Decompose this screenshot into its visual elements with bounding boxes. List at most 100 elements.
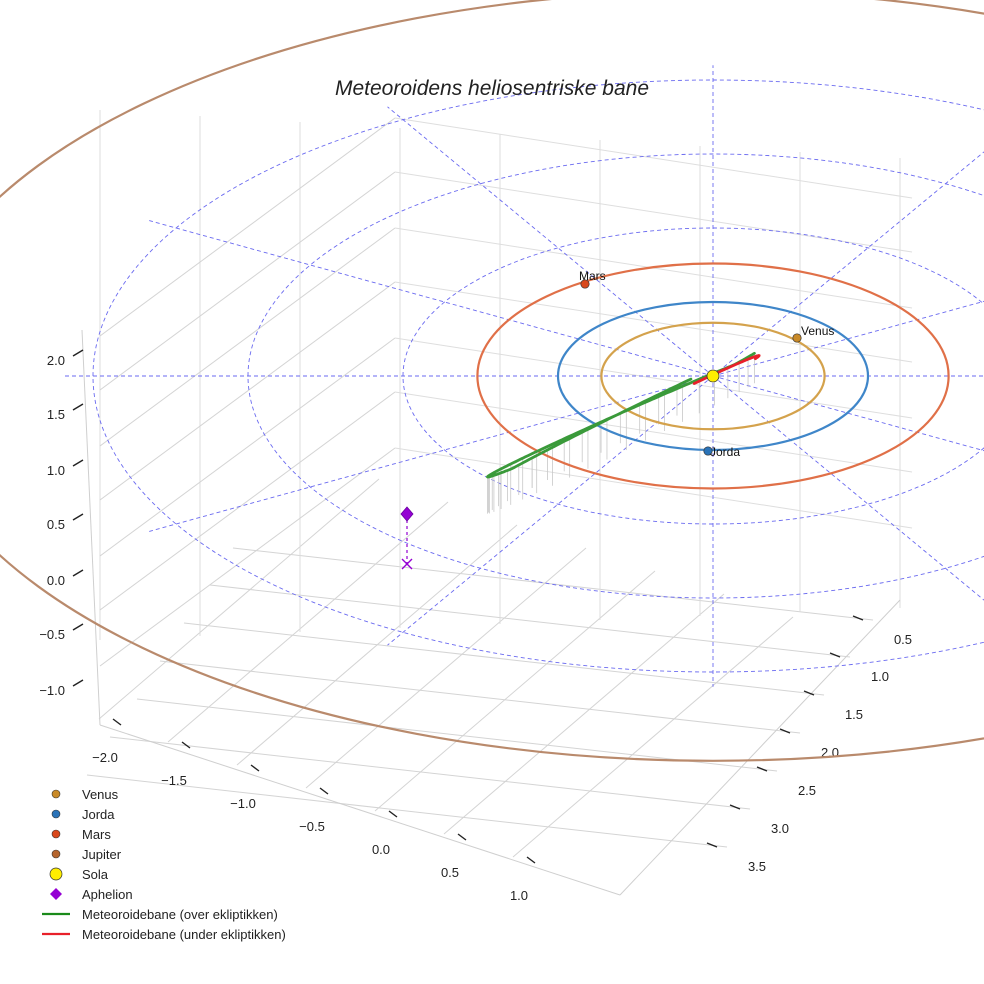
y-tick-mark — [181, 741, 191, 749]
y-tick-label: −1.0 — [230, 796, 256, 811]
pane-gridline — [512, 616, 794, 858]
z-tick-mark — [72, 679, 84, 687]
x-tick-label: 3.0 — [771, 821, 789, 836]
legend-label: Mars — [82, 827, 111, 842]
z-tick-mark — [72, 513, 84, 521]
pane-gridline — [394, 337, 913, 419]
legend-marker — [50, 888, 62, 900]
y-tick-mark — [319, 787, 329, 795]
orbit-jupiter — [0, 0, 984, 762]
x-tick-label: 1.5 — [845, 707, 863, 722]
x-tick-mark — [803, 690, 815, 696]
planet-marker-mars — [580, 279, 590, 289]
pane-gridline — [99, 117, 396, 337]
legend-marker — [51, 849, 61, 859]
pane-gridline — [443, 593, 725, 835]
legend-label: Jorda — [82, 807, 115, 822]
pane-gridline — [99, 447, 396, 667]
pane-gridline — [394, 117, 913, 199]
legend-entry: Jorda — [51, 807, 115, 822]
x-tick-mark — [829, 652, 841, 658]
pane-gridline — [109, 736, 751, 810]
x-tick-label: 2.5 — [798, 783, 816, 798]
axis-ticks: 0.5 1.0 1.5 2.0 2.5 3.0 3.5 −2.0 −1.5 −1.0 −0.5 0.0… — [39, 349, 912, 903]
pane-gridline — [183, 622, 825, 696]
ecliptic-grid-radial — [149, 220, 714, 377]
y-tick-label: −2.0 — [92, 750, 118, 765]
ecliptic-grid-radial — [712, 375, 984, 601]
y-tick-mark — [388, 810, 398, 818]
pane-gridline — [99, 337, 396, 557]
z-tick-mark — [72, 623, 84, 631]
pane-gridline — [394, 171, 913, 253]
z-tick-mark — [72, 349, 84, 357]
legend-label: Aphelion — [82, 887, 133, 902]
z-tick-label: −1.0 — [39, 683, 65, 698]
aphelion-marker — [400, 506, 414, 522]
pane-gridline — [167, 501, 449, 743]
y-tick-mark — [250, 764, 260, 772]
z-tick-label: 0.5 — [47, 517, 65, 532]
z-tick-label: −0.5 — [39, 627, 65, 642]
z-tick-label: 0.0 — [47, 573, 65, 588]
aphelion-projection-marker — [401, 558, 413, 570]
chart-title: Meteoroidens heliosentriske bane — [335, 77, 649, 100]
legend-label: Meteoroidebane (under ekliptikken) — [82, 927, 286, 942]
z-tick-mark — [72, 569, 84, 577]
ecliptic-grid-circle — [247, 153, 984, 599]
x-tick-label: 1.0 — [871, 669, 889, 684]
legend-entry: Aphelion — [50, 887, 133, 902]
x-tick-mark — [779, 728, 791, 734]
axes-pane-grid — [81, 110, 913, 896]
meteoroid-droplines — [487, 353, 755, 514]
planet-marker-jorda — [703, 446, 713, 456]
legend-marker — [49, 867, 63, 881]
legend-marker — [51, 829, 61, 839]
pane-gridline — [374, 570, 656, 812]
y-tick-mark — [112, 718, 122, 726]
orbit-mars — [476, 262, 950, 490]
legend-label: Venus — [82, 787, 119, 802]
planet-label-mars: Mars — [579, 269, 606, 283]
x-tick-mark — [756, 766, 768, 772]
y-tick-label: 0.5 — [441, 865, 459, 880]
legend-entry: Meteoroidebane (under ekliptikken) — [42, 927, 286, 942]
orbit-jorda — [556, 300, 870, 452]
y-tick-label: 0.0 — [372, 842, 390, 857]
pane-gridline — [136, 698, 778, 772]
pane-gridline — [99, 171, 396, 391]
x-tick-mark — [852, 615, 864, 621]
z-tick-label: 1.5 — [47, 407, 65, 422]
legend-entry: Mars — [51, 827, 111, 842]
y-tick-mark — [457, 833, 467, 841]
legend-entry: Sola — [49, 867, 109, 882]
ecliptic-grid-radial — [387, 106, 714, 377]
legend-label: Jupiter — [82, 847, 122, 862]
pane-edge — [81, 329, 101, 726]
sun-marker — [706, 369, 720, 383]
pane-gridline — [98, 478, 380, 720]
y-tick-label: 1.0 — [510, 888, 528, 903]
legend-entry: Venus — [51, 787, 119, 802]
pane-gridline — [394, 281, 913, 363]
legend-entry: Meteoroidebane (over ekliptikken) — [42, 907, 278, 922]
z-tick-label: 2.0 — [47, 353, 65, 368]
jupiter-orbit-layer — [0, 0, 984, 762]
pane-gridline — [99, 227, 396, 447]
pane-gridline — [86, 774, 728, 848]
legend-marker — [51, 789, 61, 799]
pane-gridline — [99, 281, 396, 501]
legend-marker — [51, 809, 61, 819]
planet-label-jorda: Jorda — [710, 445, 740, 459]
x-tick-label: 3.5 — [748, 859, 766, 874]
pane-gridline — [394, 391, 913, 473]
orbit-venus — [600, 321, 826, 431]
pane-gridline — [209, 584, 851, 658]
x-tick-mark — [729, 804, 741, 810]
z-tick-mark — [72, 403, 84, 411]
legend-label: Meteoroidebane (over ekliptikken) — [82, 907, 278, 922]
y-tick-mark — [526, 856, 536, 864]
pane-gridline — [99, 391, 396, 611]
legend: Venus Jorda Mars Jupiter Sola Aphelion Meteoro… — [42, 787, 286, 942]
